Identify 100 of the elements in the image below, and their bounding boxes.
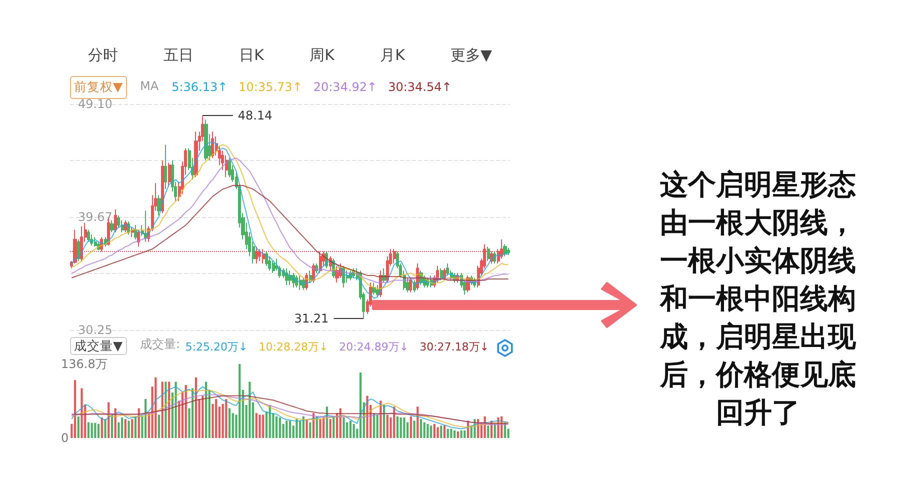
bar xyxy=(359,372,362,438)
candlestick xyxy=(77,238,80,262)
candlestick xyxy=(255,246,258,264)
candlestick xyxy=(376,284,379,298)
text: 20:34.92↑ xyxy=(313,80,378,94)
candlestick xyxy=(114,209,117,233)
candlestick xyxy=(204,119,208,161)
bar xyxy=(349,420,352,438)
bar xyxy=(98,424,100,438)
candlestick xyxy=(335,265,339,284)
candlestick xyxy=(258,248,261,262)
bar xyxy=(124,419,126,438)
text: 20:24.89万↓ xyxy=(339,340,409,354)
candlestick xyxy=(161,160,164,214)
bar xyxy=(403,417,406,438)
bar xyxy=(319,419,322,438)
bar xyxy=(309,422,312,438)
bar xyxy=(436,427,439,438)
bar xyxy=(454,430,456,438)
bar xyxy=(352,424,355,438)
bar xyxy=(443,426,446,438)
bar xyxy=(446,428,449,438)
bar xyxy=(376,414,378,438)
bar xyxy=(487,426,490,438)
text: 10:35.73↑ xyxy=(238,80,302,94)
legend-title: 成交量: xyxy=(140,337,180,351)
candlestick xyxy=(500,238,503,260)
bar xyxy=(164,382,167,438)
text: 分时 xyxy=(88,46,118,65)
bar xyxy=(433,424,436,438)
bar xyxy=(286,420,288,438)
y-tick-label: 0 xyxy=(61,431,69,445)
bar xyxy=(329,419,332,438)
text: 成交量▼ xyxy=(70,337,127,355)
candlestick xyxy=(268,256,271,272)
bar xyxy=(90,422,93,438)
annotation: 48.14 xyxy=(238,108,272,123)
bar xyxy=(299,420,302,438)
bar xyxy=(138,408,140,438)
bar xyxy=(74,380,76,438)
candlestick xyxy=(372,282,376,296)
candlestick xyxy=(168,162,171,188)
text: 月K xyxy=(380,46,405,65)
text: 前复权▼ xyxy=(74,79,123,94)
bar xyxy=(258,414,261,438)
bar xyxy=(413,420,416,438)
candlestick xyxy=(194,131,198,178)
candlestick xyxy=(272,260,275,274)
bar xyxy=(306,419,308,438)
y-tick-label: 49.10 xyxy=(78,97,112,111)
y-tick-label: 30.25 xyxy=(78,323,112,337)
text: 更多▼ xyxy=(450,46,492,65)
bar xyxy=(158,414,160,438)
candlestick xyxy=(131,226,134,238)
bar xyxy=(430,426,432,438)
candlestick xyxy=(285,268,288,286)
candlestick xyxy=(507,247,510,256)
bar xyxy=(288,420,292,438)
bar xyxy=(464,430,466,438)
bar xyxy=(100,417,103,438)
y-tick-label: 136.8万 xyxy=(61,357,108,371)
candlestick xyxy=(228,157,231,178)
bar xyxy=(460,430,462,438)
candlestick xyxy=(487,246,490,262)
bar xyxy=(131,419,134,438)
candlestick xyxy=(137,229,140,248)
candlestick xyxy=(288,270,292,286)
bar xyxy=(423,422,426,438)
text: 日K xyxy=(239,46,264,65)
bar xyxy=(450,428,452,438)
bar xyxy=(278,417,281,438)
candlestick xyxy=(87,229,90,242)
text: 5:25.20万↓ xyxy=(185,340,248,354)
bar xyxy=(94,422,96,438)
legend-title: MA xyxy=(140,79,160,93)
bar xyxy=(262,414,264,438)
bar xyxy=(255,413,258,438)
bar xyxy=(342,417,345,438)
bar xyxy=(228,408,231,438)
text: 周K xyxy=(310,46,334,65)
candlestick xyxy=(110,220,114,233)
candlestick xyxy=(94,236,97,248)
annotation: 31.21 xyxy=(294,311,329,326)
bar xyxy=(77,416,80,438)
bar xyxy=(322,417,325,438)
candlestick xyxy=(503,244,507,257)
bar xyxy=(426,424,429,438)
candlestick xyxy=(440,268,443,281)
text: 30:27.18万↓ xyxy=(420,340,490,354)
candlestick xyxy=(346,270,349,284)
bar xyxy=(248,382,251,438)
line-series xyxy=(71,185,509,281)
bar xyxy=(507,428,510,438)
bar xyxy=(225,399,228,438)
bar xyxy=(238,364,241,438)
bar xyxy=(410,416,412,438)
text: 30:34.54↑ xyxy=(388,80,452,94)
bar xyxy=(80,388,83,438)
text: 5:36.13↑ xyxy=(172,80,228,94)
bar xyxy=(456,432,459,438)
